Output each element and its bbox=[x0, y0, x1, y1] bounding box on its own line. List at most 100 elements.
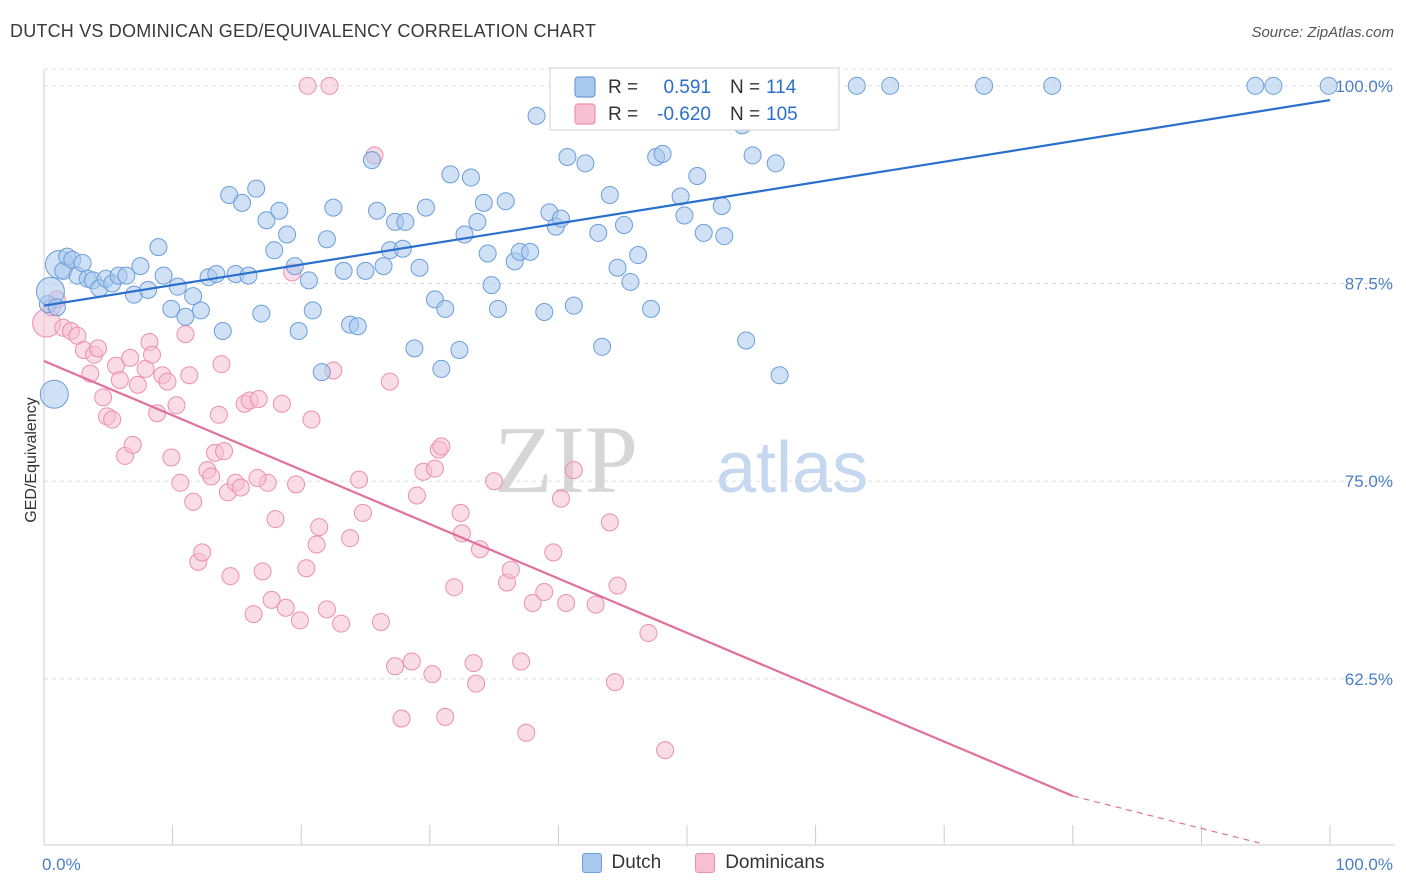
dutch-points bbox=[35, 76, 1338, 409]
dutch-point bbox=[410, 258, 429, 277]
dominican-point bbox=[215, 442, 234, 461]
dutch-point bbox=[461, 168, 480, 187]
dominican-point bbox=[171, 473, 190, 492]
dominican-point bbox=[386, 657, 405, 676]
dominican-point bbox=[297, 559, 316, 578]
dutch-point bbox=[239, 266, 258, 285]
dominican-point bbox=[123, 435, 142, 454]
series-label-dutch: Dutch bbox=[611, 852, 662, 873]
chart-title: DUTCH VS DOMINICAN GED/EQUIVALENCY CORRE… bbox=[10, 21, 597, 41]
dominican-trend-extension bbox=[1072, 795, 1260, 844]
dutch-point bbox=[278, 225, 297, 244]
dutch-point bbox=[149, 238, 168, 257]
dutch-point bbox=[184, 287, 203, 306]
dutch-point bbox=[47, 298, 66, 317]
legend-dutch-n-label: N = bbox=[730, 77, 760, 98]
dutch-point bbox=[694, 223, 713, 242]
dutch-point bbox=[348, 317, 367, 336]
series-legend: Dutch Dominicans bbox=[0, 852, 1406, 874]
dutch-point bbox=[289, 321, 308, 340]
dominican-point bbox=[544, 543, 563, 562]
dutch-point bbox=[671, 187, 690, 206]
dutch-point bbox=[334, 261, 353, 280]
dominican-point bbox=[535, 582, 554, 601]
dominican-point bbox=[209, 405, 228, 424]
dominican-point bbox=[110, 371, 129, 389]
dominican-point bbox=[121, 348, 140, 367]
dominican-point bbox=[608, 576, 627, 595]
y-tick-label: 100.0% bbox=[1335, 77, 1393, 96]
dominican-point bbox=[350, 470, 369, 489]
dominican-point bbox=[249, 389, 268, 408]
dutch-point bbox=[356, 261, 375, 280]
dutch-point bbox=[270, 201, 289, 220]
dutch-point bbox=[558, 147, 577, 166]
dutch-point bbox=[576, 154, 595, 173]
dominican-point bbox=[600, 513, 619, 532]
dominican-point bbox=[392, 709, 411, 728]
watermark: ZIP atlas bbox=[494, 406, 868, 513]
dominican-point bbox=[320, 76, 339, 95]
dominican-point bbox=[586, 595, 605, 614]
legend-dutch-r-label: R = bbox=[608, 77, 638, 98]
dominican-point bbox=[380, 372, 399, 391]
grid-layer bbox=[44, 68, 1395, 680]
dutch-point bbox=[468, 212, 487, 231]
y-tick-label: 87.5% bbox=[1345, 275, 1393, 294]
dutch-point bbox=[614, 216, 633, 234]
dominican-point bbox=[656, 741, 675, 760]
dominican-point bbox=[180, 366, 199, 385]
dutch-point bbox=[675, 206, 694, 225]
dominican-point bbox=[407, 486, 426, 505]
dutch-point bbox=[265, 241, 284, 260]
dutch-point bbox=[521, 242, 540, 261]
dominican-point bbox=[310, 518, 329, 537]
dutch-point bbox=[117, 266, 136, 285]
dominican-point bbox=[557, 594, 576, 613]
dutch-point bbox=[478, 244, 497, 263]
series-legend-dominican[interactable]: Dominicans bbox=[695, 852, 824, 874]
dutch-point bbox=[1246, 76, 1265, 95]
dutch-point bbox=[405, 339, 424, 358]
dutch-point bbox=[257, 211, 276, 230]
dutch-point bbox=[450, 340, 469, 359]
series-legend-dutch[interactable]: Dutch bbox=[581, 852, 662, 874]
dominican-point bbox=[94, 388, 113, 407]
dominican-point bbox=[128, 375, 147, 394]
dutch-point bbox=[589, 223, 608, 242]
dominican-point bbox=[244, 605, 263, 624]
x-tick-label-end: 100.0% bbox=[1335, 855, 1393, 874]
dominican-point bbox=[564, 461, 583, 480]
dominican-point bbox=[332, 614, 351, 633]
dominican-point bbox=[371, 612, 390, 631]
dominican-point bbox=[184, 492, 203, 511]
dominican-point bbox=[302, 410, 321, 429]
dominican-trend-line bbox=[43, 360, 1074, 797]
dutch-point bbox=[396, 212, 415, 231]
dutch-point bbox=[191, 301, 210, 320]
watermark-atlas: atlas bbox=[716, 428, 868, 508]
dominican-point bbox=[639, 624, 658, 643]
dominican-point bbox=[298, 76, 317, 95]
dominican-point bbox=[231, 478, 250, 497]
dutch-point bbox=[416, 198, 435, 217]
legend-dominican-r-value: -0.620 bbox=[657, 104, 711, 125]
dutch-point bbox=[641, 299, 660, 318]
dutch-point bbox=[362, 151, 381, 170]
dutch-point bbox=[324, 198, 343, 217]
dutch-point bbox=[299, 271, 318, 290]
x-tick-label-start: 0.0% bbox=[42, 855, 81, 874]
y-tick-label: 75.0% bbox=[1345, 472, 1393, 491]
dominican-point bbox=[290, 611, 309, 630]
dutch-point bbox=[374, 257, 393, 276]
dominican-point bbox=[317, 600, 336, 619]
dutch-point bbox=[436, 299, 455, 318]
dominican-point bbox=[432, 437, 451, 456]
dutch-point bbox=[220, 185, 239, 204]
series-swatch-dutch bbox=[581, 853, 602, 873]
dutch-point bbox=[1319, 76, 1338, 95]
dominican-point bbox=[287, 475, 306, 494]
legend-dominican-n-value: 105 bbox=[766, 104, 798, 125]
dutch-point bbox=[737, 331, 756, 350]
dutch-point bbox=[535, 302, 554, 321]
